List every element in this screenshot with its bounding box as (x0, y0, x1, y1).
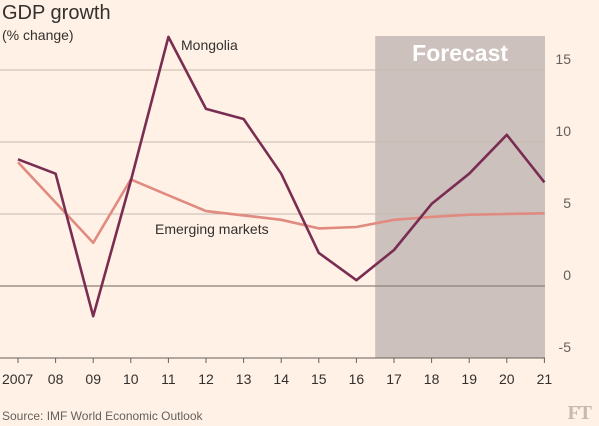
x-tick-label: 12 (198, 371, 214, 387)
x-tick-label: 11 (161, 371, 176, 387)
x-tick-label: 17 (386, 371, 402, 387)
series-label-emerging-markets: Emerging markets (155, 221, 269, 237)
series-line-emerging-markets (17, 161, 545, 245)
x-tick-label: 21 (537, 371, 553, 387)
forecast-label: Forecast (412, 40, 508, 66)
x-tick-label: 15 (311, 371, 327, 387)
x-tick-label: 16 (349, 371, 365, 387)
series-label-mongolia: Mongolia (181, 37, 238, 53)
x-tick-label: 19 (461, 371, 477, 387)
y-tick-label: 0 (563, 267, 571, 283)
x-tick-label: 18 (424, 371, 440, 387)
y-tick-label: 5 (563, 195, 571, 211)
ft-logo: FT (567, 402, 592, 424)
series-line-mongolia (17, 35, 546, 318)
x-tick-label: 10 (123, 371, 139, 387)
y-tick-label: -5 (559, 339, 572, 355)
y-tick-label: 15 (555, 51, 571, 67)
chart-source: Source: IMF World Economic Outlook (2, 409, 203, 423)
x-tick-label: 08 (48, 371, 64, 387)
chart-subtitle: (% change) (2, 27, 74, 43)
y-tick-label: 10 (555, 123, 571, 139)
x-tick-label: 14 (273, 371, 289, 387)
x-tick-label: 20 (499, 371, 515, 387)
x-tick-label: 09 (85, 371, 101, 387)
x-tick-label: 13 (236, 371, 252, 387)
chart-title: GDP growth (2, 2, 111, 24)
forecast-band (375, 36, 545, 358)
x-tick-label: 2007 (2, 371, 33, 387)
